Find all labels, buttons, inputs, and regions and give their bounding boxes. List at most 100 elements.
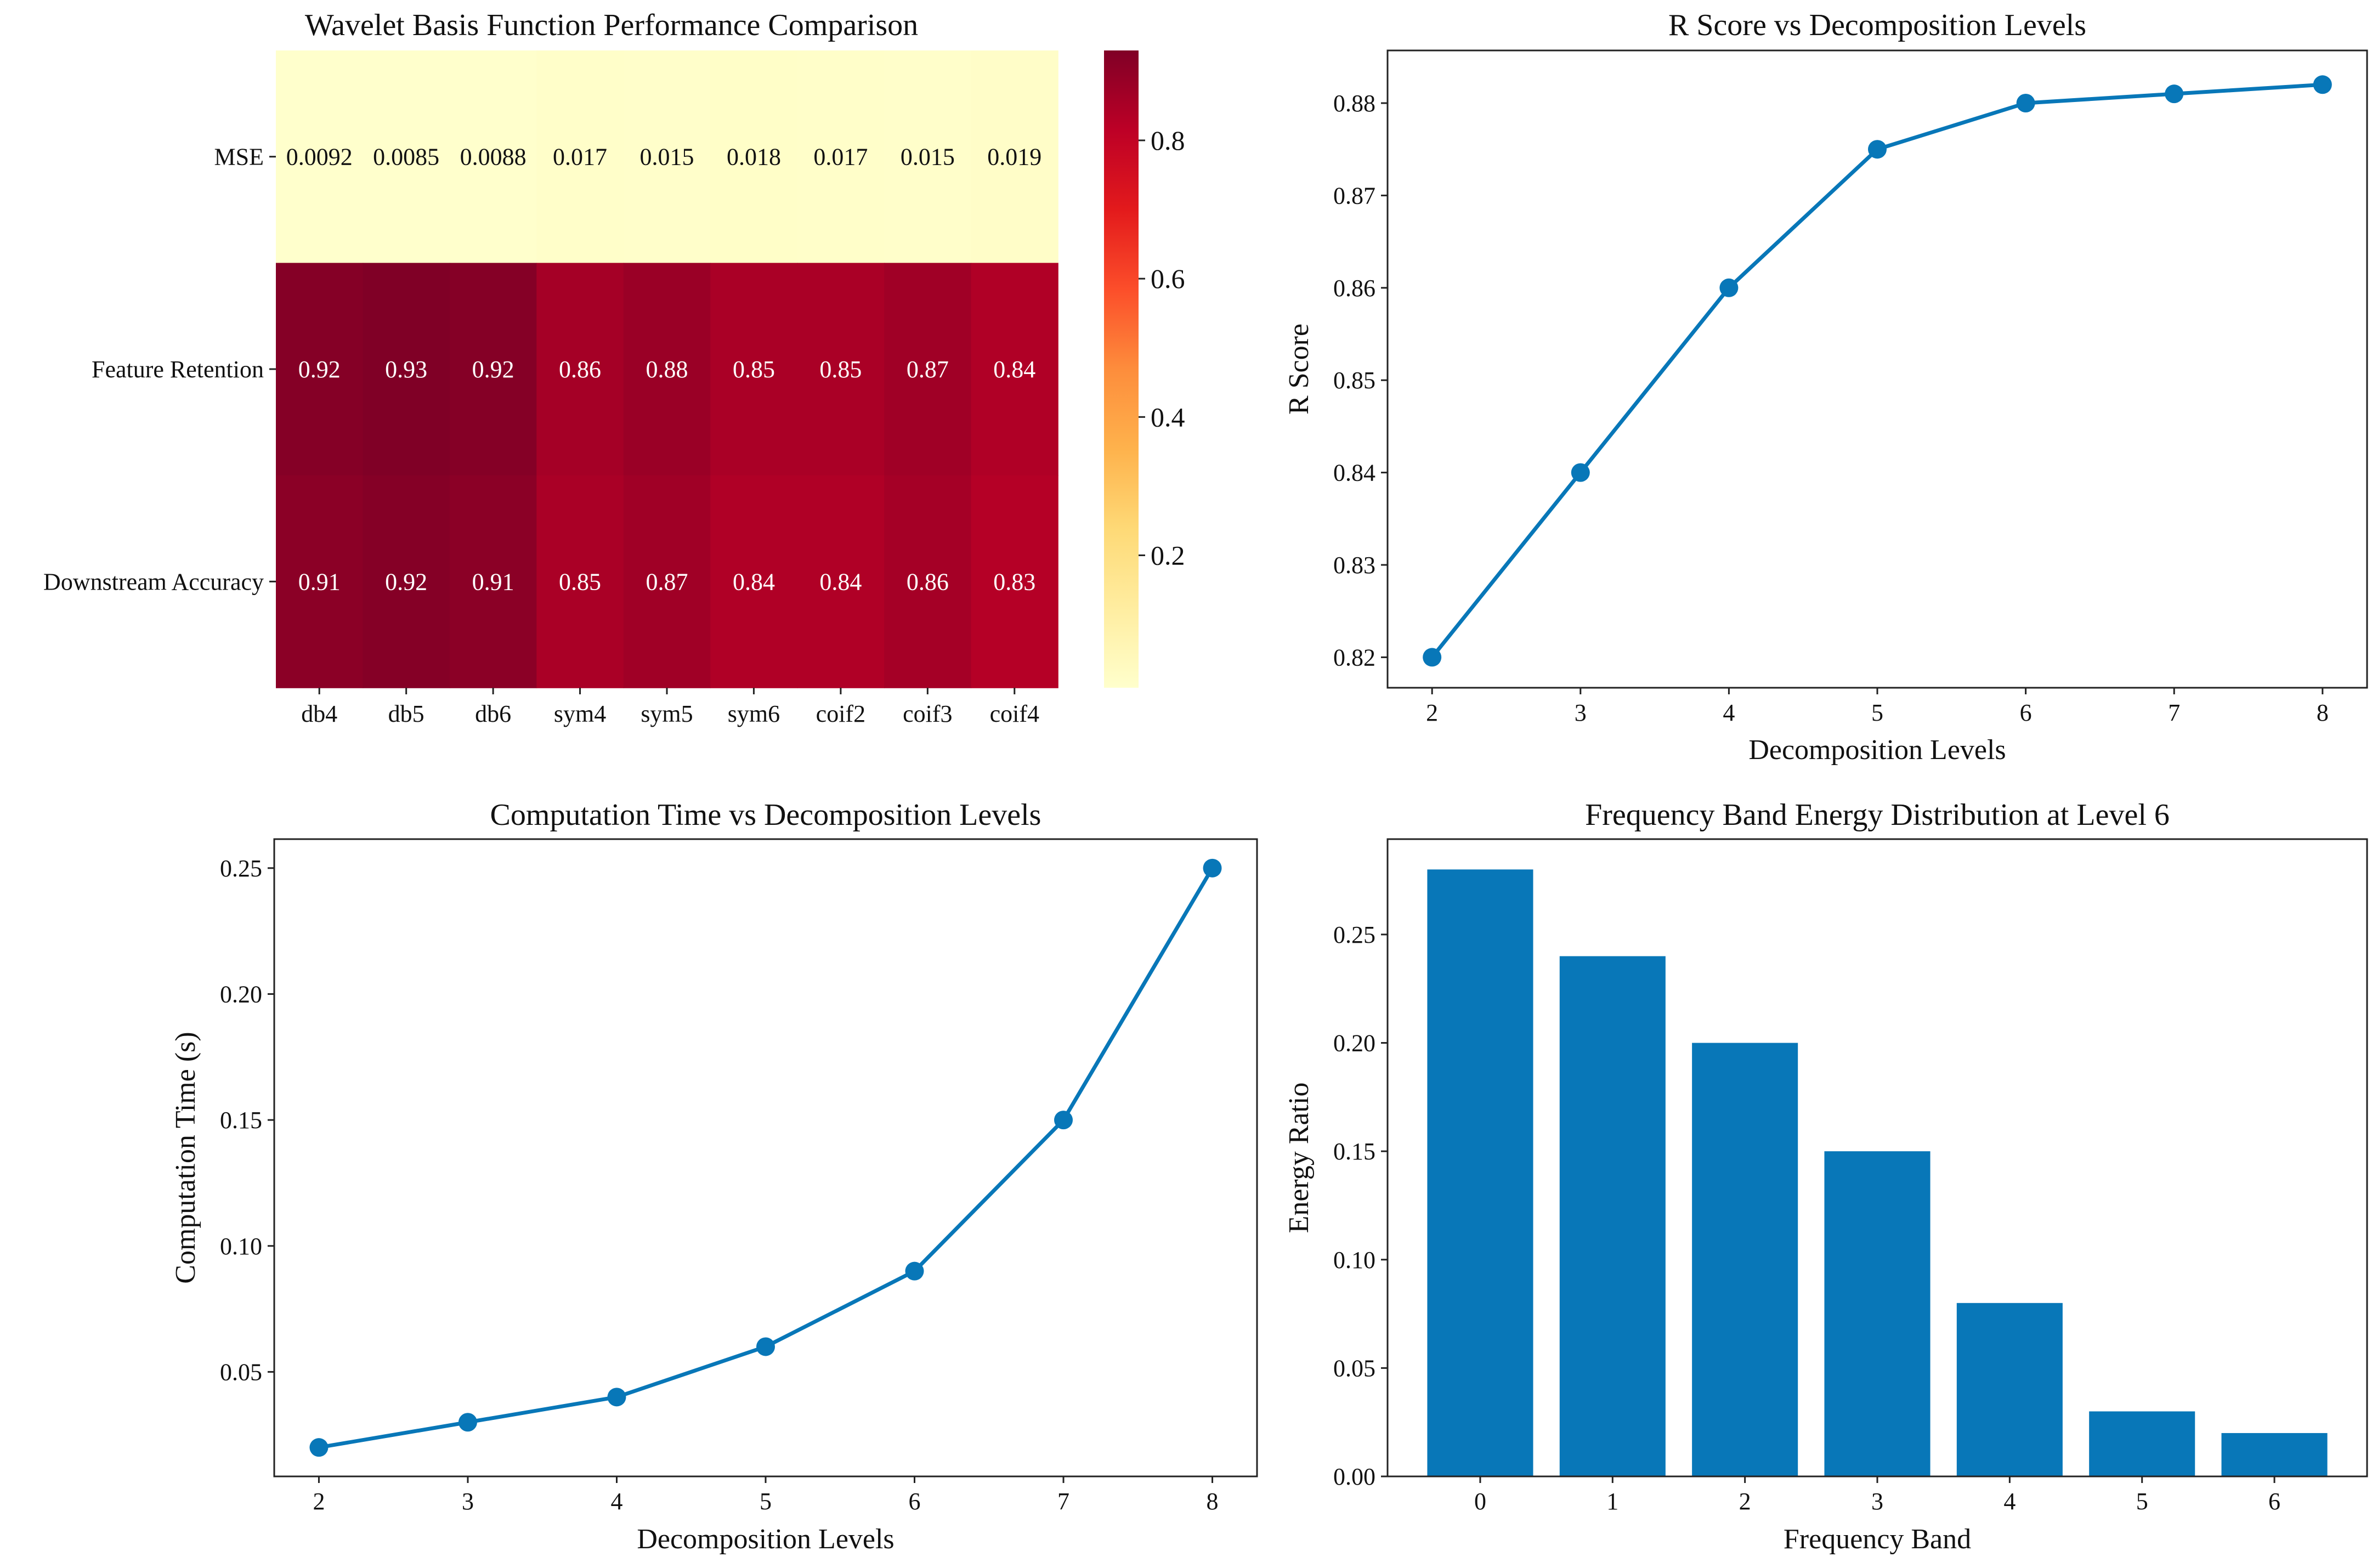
heatmap-panel: Wavelet Basis Function Performance Compa… — [43, 8, 1185, 727]
energy-bar — [1824, 1151, 1931, 1476]
heatmap-cell — [797, 50, 885, 264]
heatmap-cell-label: 0.88 — [646, 356, 688, 383]
heatmap-cell-label: 0.92 — [298, 356, 341, 383]
heatmap-cell — [971, 475, 1058, 688]
heatmap-cell-label: 0.0085 — [373, 144, 439, 171]
computation-time-title: Computation Time vs Decomposition Levels — [490, 798, 1041, 832]
energy-ticks: 0 1 2 3 4 5 6 0.00 0.05 0.10 0.15 0.20 0.25 — [1333, 921, 2280, 1515]
heatmap-cell — [363, 263, 450, 476]
heatmap-row-label: MSE — [214, 144, 264, 171]
colorbar-tick-label: 0.6 — [1151, 263, 1185, 294]
heatmap-cell — [797, 475, 885, 688]
heatmap-cell — [710, 50, 798, 264]
x-tick-label: 3 — [462, 1488, 474, 1515]
heatmap-cell-label: 0.84 — [993, 356, 1035, 383]
energy-bar — [1692, 1043, 1798, 1476]
heatmap-cell — [449, 263, 537, 476]
y-tick-label: 0.86 — [1333, 275, 1375, 302]
heatmap-cell — [623, 50, 711, 264]
colorbar-tick-label: 0.4 — [1151, 401, 1185, 432]
heatmap-cell-label: 0.86 — [907, 568, 949, 595]
r-score-point — [1868, 140, 1887, 159]
heatmap-cell — [449, 475, 537, 688]
colorbar: 0.2 0.4 0.6 0.8 — [1104, 50, 1185, 688]
y-tick-label: 0.87 — [1333, 182, 1375, 209]
r-score-ticks: 2 3 4 5 6 7 8 0.82 0.83 0.84 0.85 0.86 0.87 0.88 — [1333, 90, 2329, 726]
y-tick-label: 0.05 — [1333, 1355, 1375, 1382]
energy-panel: Frequency Band Energy Distribution at Le… — [1283, 798, 2368, 1555]
heatmap-cell-label: 0.85 — [819, 356, 862, 383]
computation-time-point — [309, 1438, 329, 1457]
heatmap-cell — [276, 263, 364, 476]
heatmap-cell-label: 0.84 — [733, 568, 775, 595]
heatmap-cell-label: 0.85 — [733, 356, 775, 383]
y-tick-label: 0.10 — [1333, 1247, 1375, 1273]
heatmap-cell-label: 0.92 — [385, 568, 427, 595]
heatmap-col-label: db4 — [301, 700, 337, 727]
computation-time-xlabel: Decomposition Levels — [637, 1524, 894, 1555]
r-score-point — [2313, 75, 2332, 94]
energy-bar — [2089, 1411, 2195, 1476]
computation-time-panel: Computation Time vs Decomposition Levels… — [170, 798, 1258, 1555]
computation-time-point — [607, 1388, 626, 1407]
heatmap-cell — [971, 263, 1058, 476]
heatmap-row-label: Downstream Accuracy — [43, 568, 264, 595]
y-tick-label: 0.25 — [1333, 921, 1375, 948]
computation-time-series — [309, 858, 1222, 1457]
x-tick-label: 2 — [1426, 699, 1438, 726]
y-tick-label: 0.05 — [220, 1358, 262, 1385]
y-tick-label: 0.20 — [1333, 1030, 1375, 1057]
heatmap-cell-label: 0.83 — [993, 568, 1035, 595]
x-tick-label: 1 — [1606, 1488, 1618, 1515]
x-tick-label: 5 — [760, 1488, 772, 1515]
heatmap-cell — [276, 50, 364, 264]
x-tick-label: 2 — [1739, 1488, 1751, 1515]
heatmap-cell-label: 0.0088 — [460, 144, 527, 171]
x-tick-label: 7 — [1057, 1488, 1069, 1515]
heatmap-col-label: coif2 — [816, 700, 865, 727]
x-tick-label: 6 — [2020, 699, 2032, 726]
energy-bar — [1956, 1303, 2063, 1476]
heatmap-cell — [276, 475, 364, 688]
x-tick-label: 5 — [1871, 699, 1883, 726]
x-tick-label: 2 — [313, 1488, 325, 1515]
heatmap-row-label: Feature Retention — [92, 356, 264, 383]
colorbar-tick-label: 0.2 — [1151, 540, 1185, 571]
r-score-series — [1423, 75, 2332, 667]
heatmap-cell-label: 0.91 — [472, 568, 514, 595]
y-tick-label: 0.00 — [1333, 1463, 1375, 1490]
energy-xlabel: Frequency Band — [1784, 1524, 1971, 1555]
x-tick-label: 3 — [1575, 699, 1587, 726]
x-tick-label: 6 — [2268, 1488, 2280, 1515]
r-score-point — [1423, 648, 1442, 667]
heatmap-cell-label: 0.87 — [907, 356, 949, 383]
heatmap-cell — [363, 50, 450, 264]
energy-bars — [1427, 869, 2328, 1476]
computation-time-point — [1054, 1111, 1073, 1130]
heatmap-cell — [449, 50, 537, 264]
heatmap-cell — [536, 263, 624, 476]
heatmap-cell-label: 0.87 — [646, 568, 688, 595]
heatmap-row-labels: MSE Feature Retention Downstream Accuracy — [43, 144, 276, 595]
heatmap-col-labels: db4 db5 db6 sym4 sym5 sym6 coif2 coif3 coif4 — [301, 688, 1039, 727]
computation-time-ylabel: Computation Time (s) — [170, 1032, 201, 1283]
x-tick-label: 6 — [909, 1488, 921, 1515]
y-tick-label: 0.15 — [1333, 1138, 1375, 1165]
r-score-point — [2016, 93, 2035, 112]
x-tick-label: 4 — [610, 1488, 622, 1515]
x-tick-label: 5 — [2136, 1488, 2148, 1515]
heatmap-cell-label: 0.92 — [472, 356, 514, 383]
y-tick-label: 0.25 — [220, 855, 262, 882]
x-tick-label: 7 — [2168, 699, 2180, 726]
colorbar-gradient — [1104, 50, 1139, 688]
colorbar-ticks: 0.2 0.4 0.6 0.8 — [1139, 125, 1185, 571]
heatmap-cells — [276, 50, 1058, 688]
computation-time-ticks: 2 3 4 5 6 7 8 0.05 0.10 0.15 0.20 0.25 — [220, 855, 1219, 1515]
heatmap-col-label: coif4 — [990, 700, 1039, 727]
heatmap-cell — [710, 263, 798, 476]
y-tick-label: 0.20 — [220, 981, 262, 1007]
heatmap-col-label: coif3 — [903, 700, 952, 727]
computation-time-point — [1203, 858, 1222, 878]
r-score-panel: R Score vs Decomposition Levels 2 3 4 5 6 7 8 0… — [1283, 8, 2368, 766]
